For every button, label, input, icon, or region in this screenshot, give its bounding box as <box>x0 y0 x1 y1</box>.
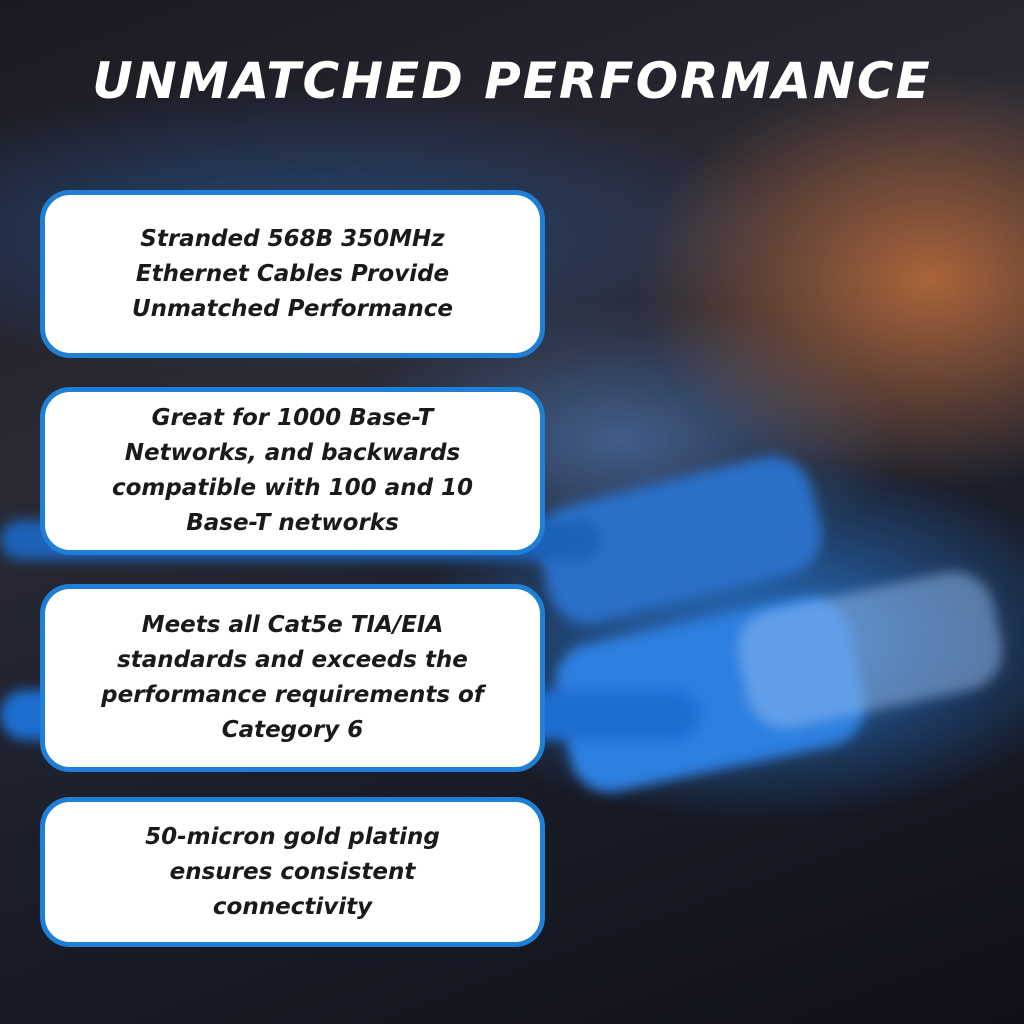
feature-text: 50-micron gold plating ensures consisten… <box>145 823 440 920</box>
feature-card: Meets all Cat5e TIA/EIA standards and ex… <box>40 584 545 772</box>
feature-card: Great for 1000 Base-T Networks, and back… <box>40 387 545 555</box>
feature-card: 50-micron gold plating ensures consisten… <box>40 797 545 947</box>
connector-shape <box>730 564 1010 736</box>
feature-text: Stranded 568B 350MHz Ethernet Cables Pro… <box>131 225 454 322</box>
feature-card: Stranded 568B 350MHz Ethernet Cables Pro… <box>40 190 545 358</box>
page-title: UNMATCHED PERFORMANCE <box>92 52 932 110</box>
feature-text: Meets all Cat5e TIA/EIA standards and ex… <box>101 612 484 743</box>
feature-text: Great for 1000 Base-T Networks, and back… <box>111 405 474 536</box>
